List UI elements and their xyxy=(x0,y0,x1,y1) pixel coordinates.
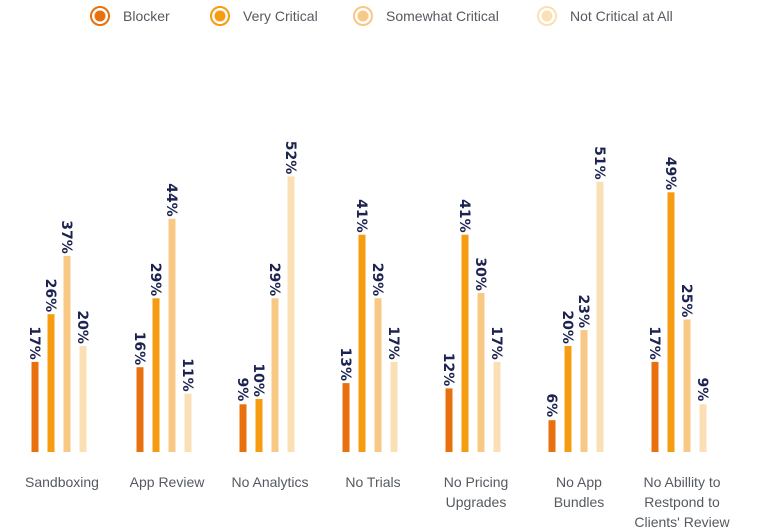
bar xyxy=(136,367,144,452)
category-label: No App Bundles xyxy=(554,474,605,510)
data-label: 41% xyxy=(353,199,369,233)
category-label-line: Sandboxing xyxy=(25,474,99,490)
legend-label: Blocker xyxy=(123,8,170,24)
data-label: 26% xyxy=(42,279,58,313)
bar-group-1: 17%26% 37% 20% xyxy=(26,220,90,452)
legend-marker-dot xyxy=(214,10,226,22)
data-label: 17% xyxy=(26,326,42,360)
data-label: 16% xyxy=(131,332,147,366)
category-label-line: No App xyxy=(556,474,602,490)
bar xyxy=(548,420,556,452)
data-label: 10% xyxy=(250,363,266,397)
category-label-line: No Abillity to xyxy=(643,474,720,490)
legend-item-1[interactable]: Blocker xyxy=(90,6,170,26)
bar xyxy=(580,330,588,452)
category-label: App Review xyxy=(130,474,206,490)
data-label: 29% xyxy=(369,263,385,297)
bar xyxy=(461,234,469,452)
bar xyxy=(152,298,160,452)
bar-group-3: 9% 10% 29% 52% xyxy=(234,141,298,452)
data-label: 51% xyxy=(591,146,607,180)
category-label-line: Upgrades xyxy=(446,494,507,510)
bar-group-7: 17% 49% 25% 9% xyxy=(646,157,710,453)
bar xyxy=(47,314,55,452)
bar-group-4: 13% 41% 29% 17% xyxy=(337,199,401,452)
bar xyxy=(493,361,501,452)
bar-group-2: 16% 29% 44% 11% xyxy=(131,183,195,452)
data-label: 29% xyxy=(266,263,282,297)
bar xyxy=(564,346,572,452)
category-label: No Analytics xyxy=(231,474,308,490)
data-label: 23% xyxy=(575,295,591,329)
category-label: No Trials xyxy=(345,474,400,490)
bar xyxy=(477,293,485,452)
bar xyxy=(358,234,366,452)
data-label: 17% xyxy=(646,326,662,360)
bar xyxy=(342,383,350,452)
data-label: 6% xyxy=(543,393,559,417)
data-label: 25% xyxy=(678,284,694,318)
bar xyxy=(168,218,176,452)
legend-marker-dot xyxy=(94,10,106,22)
data-label: 11% xyxy=(179,358,195,392)
category-label-line: No Pricing xyxy=(444,474,509,490)
bar xyxy=(287,176,295,452)
bar xyxy=(184,393,192,452)
data-label: 49% xyxy=(662,157,678,191)
data-label: 29% xyxy=(147,263,163,297)
category-label-line: Bundles xyxy=(554,494,605,510)
bar-group-5: 12% 41% 30% 17% xyxy=(440,199,504,452)
category-label-line: Restpond to xyxy=(644,494,720,510)
bar xyxy=(699,404,707,452)
bar xyxy=(667,192,675,453)
data-label: 17% xyxy=(488,326,504,360)
bar xyxy=(374,298,382,452)
bar xyxy=(596,181,604,452)
data-label: 13% xyxy=(337,348,353,382)
category-label-line: No Trials xyxy=(345,474,400,490)
bar-group-6: 6% 20% 23% 51% xyxy=(543,146,607,452)
category-labels: Sandboxing App Review No Analytics No Trial… xyxy=(25,474,730,530)
legend-item-3[interactable]: Somewhat Critical xyxy=(353,6,499,26)
legend-marker-dot xyxy=(357,10,369,22)
category-label-line: Clients' Review xyxy=(634,514,730,530)
data-label: 20% xyxy=(559,310,575,344)
category-label-line: No Analytics xyxy=(231,474,308,490)
bar xyxy=(255,399,263,452)
data-label: 44% xyxy=(163,183,179,217)
bar xyxy=(63,255,71,452)
legend-marker-dot xyxy=(541,10,553,22)
bar xyxy=(271,298,279,452)
data-label: 30% xyxy=(472,257,488,291)
legend-label: Somewhat Critical xyxy=(386,8,499,24)
data-label: 20% xyxy=(74,310,90,344)
legend-label: Not Critical at All xyxy=(570,8,673,24)
legend-item-2[interactable]: Very Critical xyxy=(210,6,318,26)
data-label: 9% xyxy=(694,378,710,402)
bar xyxy=(683,319,691,452)
category-label: Sandboxing xyxy=(25,474,99,490)
category-label: No Pricing Upgrades xyxy=(444,474,509,510)
category-label-line: App Review xyxy=(130,474,206,490)
data-label: 12% xyxy=(440,353,456,387)
data-label: 52% xyxy=(282,141,298,175)
data-label: 17% xyxy=(385,326,401,360)
bar xyxy=(651,361,659,452)
data-label: 41% xyxy=(456,199,472,233)
bar xyxy=(79,346,87,452)
category-label: No Abillity to Restpond to Clients' Review xyxy=(634,474,730,530)
legend-item-4[interactable]: Not Critical at All xyxy=(537,6,673,26)
bar xyxy=(239,404,247,452)
data-label: 9% xyxy=(234,378,250,402)
bars-layer: 17%26%37%20%16%29%44%11% 9% 10%29%52%13%41… xyxy=(26,141,710,453)
bar xyxy=(390,361,398,452)
legend: Blocker Very Critical Somewhat Critical Not… xyxy=(90,6,673,26)
data-label: 37% xyxy=(58,220,74,254)
legend-label: Very Critical xyxy=(243,8,318,24)
bar xyxy=(31,361,39,452)
bar xyxy=(445,388,453,452)
